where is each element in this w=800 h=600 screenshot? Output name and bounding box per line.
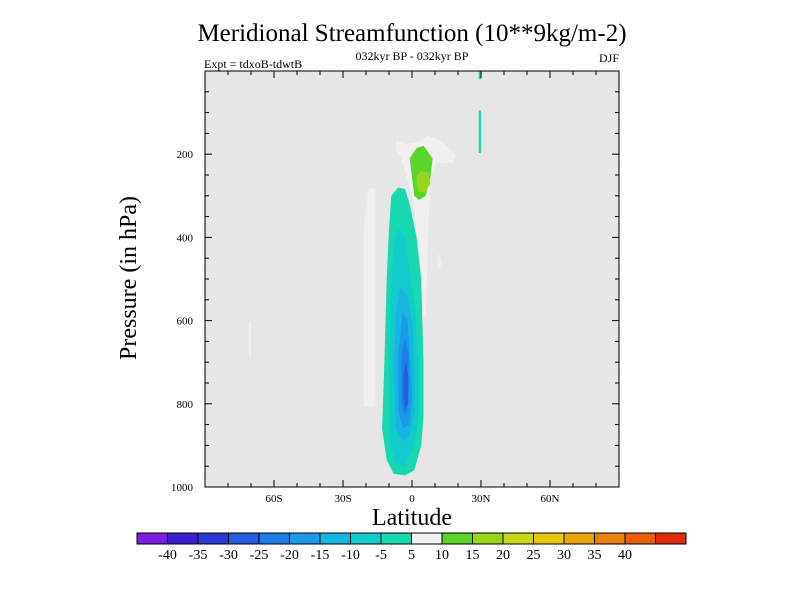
colorbar-box bbox=[411, 533, 443, 544]
colorbar-box bbox=[625, 533, 656, 544]
y-tick-label: 200 bbox=[177, 149, 194, 161]
contour-negative-tail-30n bbox=[478, 71, 481, 80]
experiment-annotation: Expt = tdxoB-tdwtB bbox=[204, 57, 302, 71]
colorbar-label: 35 bbox=[588, 548, 602, 563]
colorbar-label: 15 bbox=[466, 548, 480, 563]
axis-ticks: 60S 30S 0 30N 60N 200 400 600 800 1000 bbox=[171, 71, 619, 505]
contour-negative-tail-30n-upper bbox=[478, 110, 481, 153]
contour-positive-cell-tropical-south bbox=[363, 187, 376, 408]
colorbar-label: -5 bbox=[375, 548, 387, 563]
x-tick-label: 60N bbox=[541, 493, 560, 505]
colorbar-frame bbox=[136, 532, 687, 545]
colorbar-label: -20 bbox=[280, 548, 299, 563]
colorbar-box bbox=[442, 533, 473, 544]
colorbar-label: 40 bbox=[618, 548, 632, 563]
colorbar-box bbox=[533, 533, 565, 544]
colorbar-box bbox=[381, 533, 412, 544]
colorbar-box bbox=[289, 533, 321, 544]
x-axis-label: Latitude bbox=[372, 505, 452, 531]
x-tick-label: 30N bbox=[472, 493, 491, 505]
colorbar-label: 5 bbox=[408, 548, 415, 563]
colorbar-box bbox=[167, 533, 199, 544]
colorbar-label: -35 bbox=[189, 548, 208, 563]
y-tick-label: 1000 bbox=[171, 482, 194, 494]
y-tick-label: 600 bbox=[177, 316, 194, 328]
contour-positive-cell-upper-core bbox=[416, 170, 431, 193]
chart-title: Meridional Streamfunction (10**9kg/m-2) bbox=[197, 20, 626, 47]
colorbar-box bbox=[564, 533, 595, 544]
colorbar-box bbox=[350, 533, 382, 544]
colorbar-box bbox=[320, 533, 351, 544]
colorbar-label: -30 bbox=[219, 548, 238, 563]
contour-positive-cell-upper bbox=[395, 135, 456, 318]
colorbar: -40 -35 -30 -25 -20 -15 -10 -5 5 10 15 20 25 30 35 40 bbox=[136, 532, 687, 563]
season-annotation: DJF bbox=[599, 51, 619, 65]
colorbar-label: -10 bbox=[341, 548, 360, 563]
x-tick-label: 30S bbox=[334, 493, 351, 505]
contour-negative-cell-core bbox=[403, 362, 409, 408]
colorbar-box bbox=[655, 533, 687, 544]
y-tick-label: 400 bbox=[177, 232, 194, 244]
x-tick-label: 60S bbox=[265, 493, 282, 505]
colorbar-box bbox=[259, 533, 290, 544]
colorbar-label: -15 bbox=[311, 548, 330, 563]
x-tick-label: 0 bbox=[409, 493, 415, 505]
colorbar-box bbox=[228, 533, 260, 544]
chart-subtitle: 032kyr BP - 032kyr BP bbox=[356, 49, 469, 63]
colorbar-label: -25 bbox=[250, 548, 269, 563]
contour-fills bbox=[248, 71, 481, 476]
y-axis-label: Pressure (in hPa) bbox=[116, 196, 142, 360]
colorbar-box bbox=[472, 533, 504, 544]
colorbar-box bbox=[198, 533, 229, 544]
plot-area: 60S 30S 0 30N 60N 200 400 600 800 1000 bbox=[171, 70, 620, 505]
colorbar-label: 10 bbox=[435, 548, 449, 563]
colorbar-box bbox=[503, 533, 534, 544]
colorbar-label: 30 bbox=[557, 548, 571, 563]
colorbar-box bbox=[137, 533, 168, 544]
colorbar-label: -40 bbox=[158, 548, 177, 563]
y-tick-label: 800 bbox=[177, 399, 194, 411]
contour-positive-cell-15n bbox=[437, 254, 442, 269]
contour-positive-cell-60s bbox=[248, 322, 251, 358]
colorbar-box bbox=[594, 533, 626, 544]
colorbar-label: 20 bbox=[496, 548, 510, 563]
colorbar-label: 25 bbox=[527, 548, 541, 563]
